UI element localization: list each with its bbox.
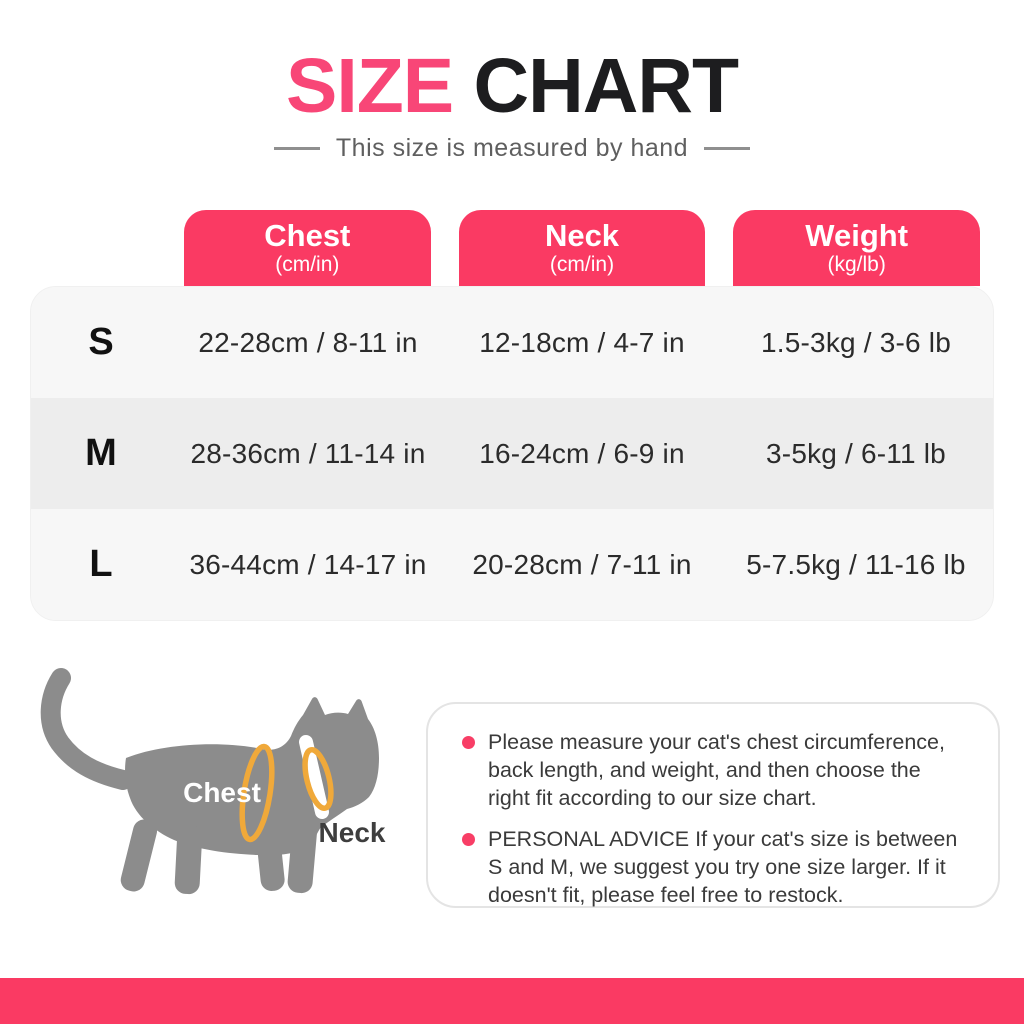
footer-accent-bar: [0, 978, 1024, 1024]
size-label-s: S: [88, 321, 114, 363]
chest-value-s: 22-28cm / 8-11 in: [198, 326, 418, 358]
weight-header-unit: (kg/lb): [827, 252, 886, 276]
header-spacer: [30, 210, 170, 286]
size-label-l: L: [89, 543, 113, 585]
subtitle-dash-left: [273, 147, 320, 150]
chest-header-unit: (cm/in): [275, 252, 340, 276]
weight-value-m: 3-5kg / 6-11 lb: [766, 437, 946, 469]
cat-front-leg-2: [255, 820, 285, 891]
note-text-advice: PERSONAL ADVICE If your cat's size is be…: [488, 827, 958, 907]
note-text-measure: Please measure your cat's chest circumfe…: [488, 730, 945, 810]
cat-measurement-diagram: Chest Neck: [30, 640, 430, 920]
subtitle-dash-right: [704, 147, 751, 150]
subtitle-row: This size is measured by hand: [0, 134, 1024, 163]
subtitle-text: This size is measured by hand: [335, 134, 689, 162]
neck-value-s: 12-18cm / 4-7 in: [479, 326, 685, 358]
note-item-advice: PERSONAL ADVICE If your cat's size is be…: [462, 825, 968, 909]
page-title-size: SIZE: [285, 43, 454, 129]
bullet-dot-icon: [462, 736, 475, 749]
neck-header-label: Neck: [544, 217, 620, 253]
chest-diagram-label: Chest: [183, 777, 261, 808]
cat-tail: [40, 668, 133, 790]
cat-front-leg: [287, 818, 318, 894]
weight-value-s: 1.5-3kg / 3-6 lb: [761, 326, 951, 358]
chest-value-m: 28-36cm / 11-14 in: [190, 437, 426, 469]
neck-value-m: 16-24cm / 6-9 in: [479, 437, 685, 469]
cat-silhouette-icon: Chest Neck: [40, 668, 386, 895]
column-header-weight: Weight (kg/lb): [733, 210, 980, 286]
neck-measure-ring-icon: [302, 747, 334, 811]
size-table-header: Chest (cm/in) Neck (cm/in) Weight (kg/lb…: [30, 210, 994, 286]
note-item-measure: Please measure your cat's chest circumfe…: [462, 728, 968, 812]
chest-header-label: Chest: [264, 217, 351, 253]
neck-diagram-label: Neck: [319, 817, 386, 848]
header: SIZE CHART This size is measured by hand: [0, 48, 1024, 163]
weight-header-label: Weight: [805, 217, 909, 253]
column-header-neck: Neck (cm/in): [458, 210, 706, 286]
table-row-m: M 28-36cm / 11-14 in 16-24cm / 6-9 in 3-…: [31, 398, 993, 509]
notes-box: Please measure your cat's chest circumfe…: [426, 702, 1000, 908]
neck-value-l: 20-28cm / 7-11 in: [472, 548, 692, 580]
table-row-s: S 22-28cm / 8-11 in 12-18cm / 4-7 in 1.5…: [31, 287, 993, 398]
cat-hind-leg-2: [120, 819, 158, 892]
size-table: Chest (cm/in) Neck (cm/in) Weight (kg/lb…: [30, 210, 994, 621]
table-row-l: L 36-44cm / 14-17 in 20-28cm / 7-11 in 5…: [31, 509, 993, 620]
neck-header-unit: (cm/in): [549, 252, 615, 276]
page-title-chart: CHART: [453, 43, 739, 129]
page-title: SIZE CHART: [0, 48, 1024, 125]
chest-value-l: 36-44cm / 14-17 in: [189, 548, 427, 580]
size-label-m: M: [85, 432, 117, 474]
size-table-body: S 22-28cm / 8-11 in 12-18cm / 4-7 in 1.5…: [30, 286, 994, 621]
bullet-dot-icon: [462, 833, 475, 846]
column-header-chest: Chest (cm/in): [184, 210, 431, 286]
cat-hind-leg: [174, 824, 203, 895]
weight-value-l: 5-7.5kg / 11-16 lb: [746, 548, 966, 580]
chest-measure-ring-icon: [239, 743, 275, 843]
cat-body: [125, 697, 379, 856]
